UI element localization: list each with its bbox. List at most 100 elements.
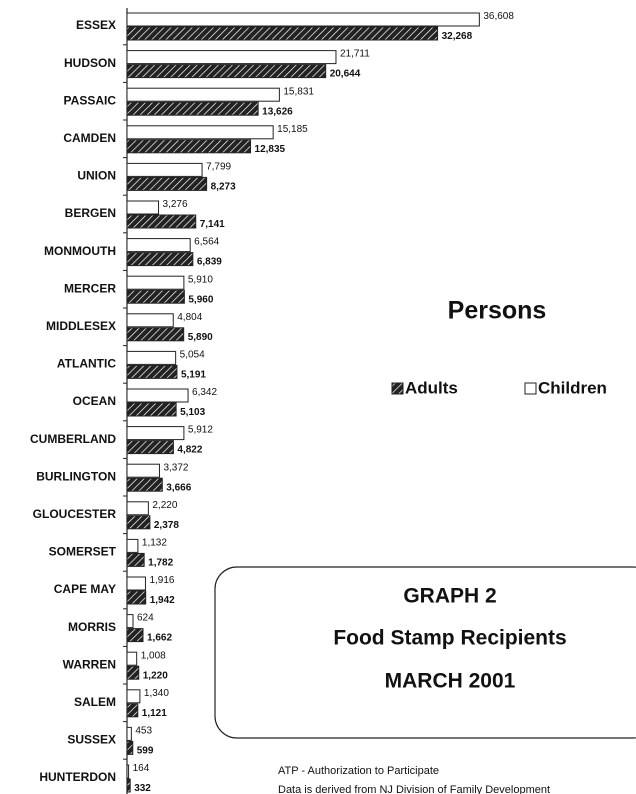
category-label: OCEAN: [73, 394, 116, 408]
bar: [126, 200, 160, 215]
category-label: PASSAIC: [64, 93, 117, 107]
category-label: SALEM: [74, 695, 116, 709]
value-label: 1,220: [143, 670, 168, 681]
category-label: MORRIS: [68, 620, 116, 634]
value-label: 5,191: [181, 370, 206, 381]
bar: [126, 689, 141, 704]
bar: [126, 463, 160, 478]
value-label: 3,276: [163, 199, 188, 210]
bar: [126, 12, 480, 27]
value-label: 15,185: [277, 124, 308, 135]
value-label: 332: [134, 783, 151, 794]
value-label: 4,804: [177, 312, 202, 323]
note: ATP - Authorization to Participate: [278, 765, 439, 777]
value-label: 6,342: [192, 387, 217, 398]
value-label: 1,132: [142, 538, 167, 549]
value-label: 5,960: [188, 294, 213, 305]
value-label: 1,340: [144, 688, 169, 699]
bar: [126, 252, 194, 267]
legend-swatch: [524, 382, 537, 395]
bar: [126, 289, 185, 304]
bar: [126, 538, 139, 553]
bar: [126, 238, 191, 253]
value-label: 3,666: [166, 482, 191, 493]
value-label: 12,835: [255, 144, 286, 155]
category-label: MERCER: [64, 281, 116, 295]
bar: [126, 327, 185, 342]
category-label: CUMBERLAND: [30, 432, 116, 446]
value-label: 15,831: [283, 86, 314, 97]
bar: [126, 590, 147, 605]
bar: [126, 26, 439, 41]
bar: [126, 515, 151, 530]
chart-date: MARCH 2001: [385, 670, 516, 693]
value-label: 3,372: [163, 462, 188, 473]
legend-label: Children: [538, 378, 607, 397]
bar: [126, 501, 149, 516]
bar: [126, 552, 145, 567]
chart-subtitle: Food Stamp Recipients: [333, 627, 566, 650]
bar: [126, 125, 274, 140]
category-label: HUDSON: [64, 56, 116, 70]
category-label: WARREN: [63, 657, 116, 671]
bar: [126, 703, 139, 718]
bar: [126, 87, 280, 102]
category-label: ATLANTIC: [57, 357, 116, 371]
bar: [126, 740, 134, 755]
value-label: 21,711: [340, 49, 370, 60]
legend-label: Adults: [405, 378, 458, 397]
bar: [126, 477, 163, 492]
category-label: HUNTERDON: [39, 770, 116, 784]
category-label: SOMERSET: [49, 545, 117, 559]
category-label: CAPE MAY: [54, 582, 116, 596]
bar: [126, 426, 185, 441]
value-label: 2,378: [154, 520, 179, 531]
category-label: GLOUCESTER: [33, 507, 117, 521]
category-label: ESSEX: [76, 18, 116, 32]
category-label: CAMDEN: [63, 131, 116, 145]
bar: [126, 388, 189, 403]
bar: [126, 576, 146, 591]
bar: [126, 778, 131, 793]
value-label: 32,268: [442, 31, 473, 42]
bar: [126, 726, 132, 741]
value-label: 1,782: [148, 558, 173, 569]
bar: [126, 176, 208, 191]
bar: [126, 350, 177, 365]
bar: [126, 764, 130, 779]
value-label: 5,912: [188, 425, 213, 436]
value-label: 2,220: [152, 500, 177, 511]
value-label: 7,141: [200, 219, 225, 230]
bar: [126, 64, 327, 79]
value-label: 1,662: [147, 633, 172, 644]
value-label: 8,273: [211, 182, 236, 193]
value-label: 164: [133, 763, 150, 774]
category-label: SUSSEX: [67, 733, 116, 747]
value-label: 1,942: [150, 595, 175, 606]
value-label: 6,839: [197, 257, 222, 268]
bar: [126, 614, 134, 629]
bar: [126, 50, 337, 65]
bar: [126, 275, 185, 290]
value-label: 13,626: [262, 106, 293, 117]
bar: [126, 162, 203, 177]
bar: [126, 214, 197, 229]
legend-title: Persons: [448, 297, 547, 325]
value-label: 1,121: [142, 708, 167, 719]
bar: [126, 440, 174, 455]
value-label: 1,008: [141, 650, 166, 661]
category-label: BERGEN: [65, 206, 116, 220]
value-label: 6,564: [194, 237, 219, 248]
value-label: 4,822: [177, 445, 202, 456]
value-label: 453: [135, 726, 152, 737]
title-box: [214, 566, 636, 739]
bar: [126, 101, 259, 116]
bar: [126, 364, 178, 379]
value-label: 5,054: [180, 350, 205, 361]
bar: [126, 628, 144, 643]
bar: [126, 665, 140, 680]
legend-swatch: [391, 382, 404, 395]
bar: [126, 402, 177, 417]
value-label: 36,608: [483, 11, 514, 22]
